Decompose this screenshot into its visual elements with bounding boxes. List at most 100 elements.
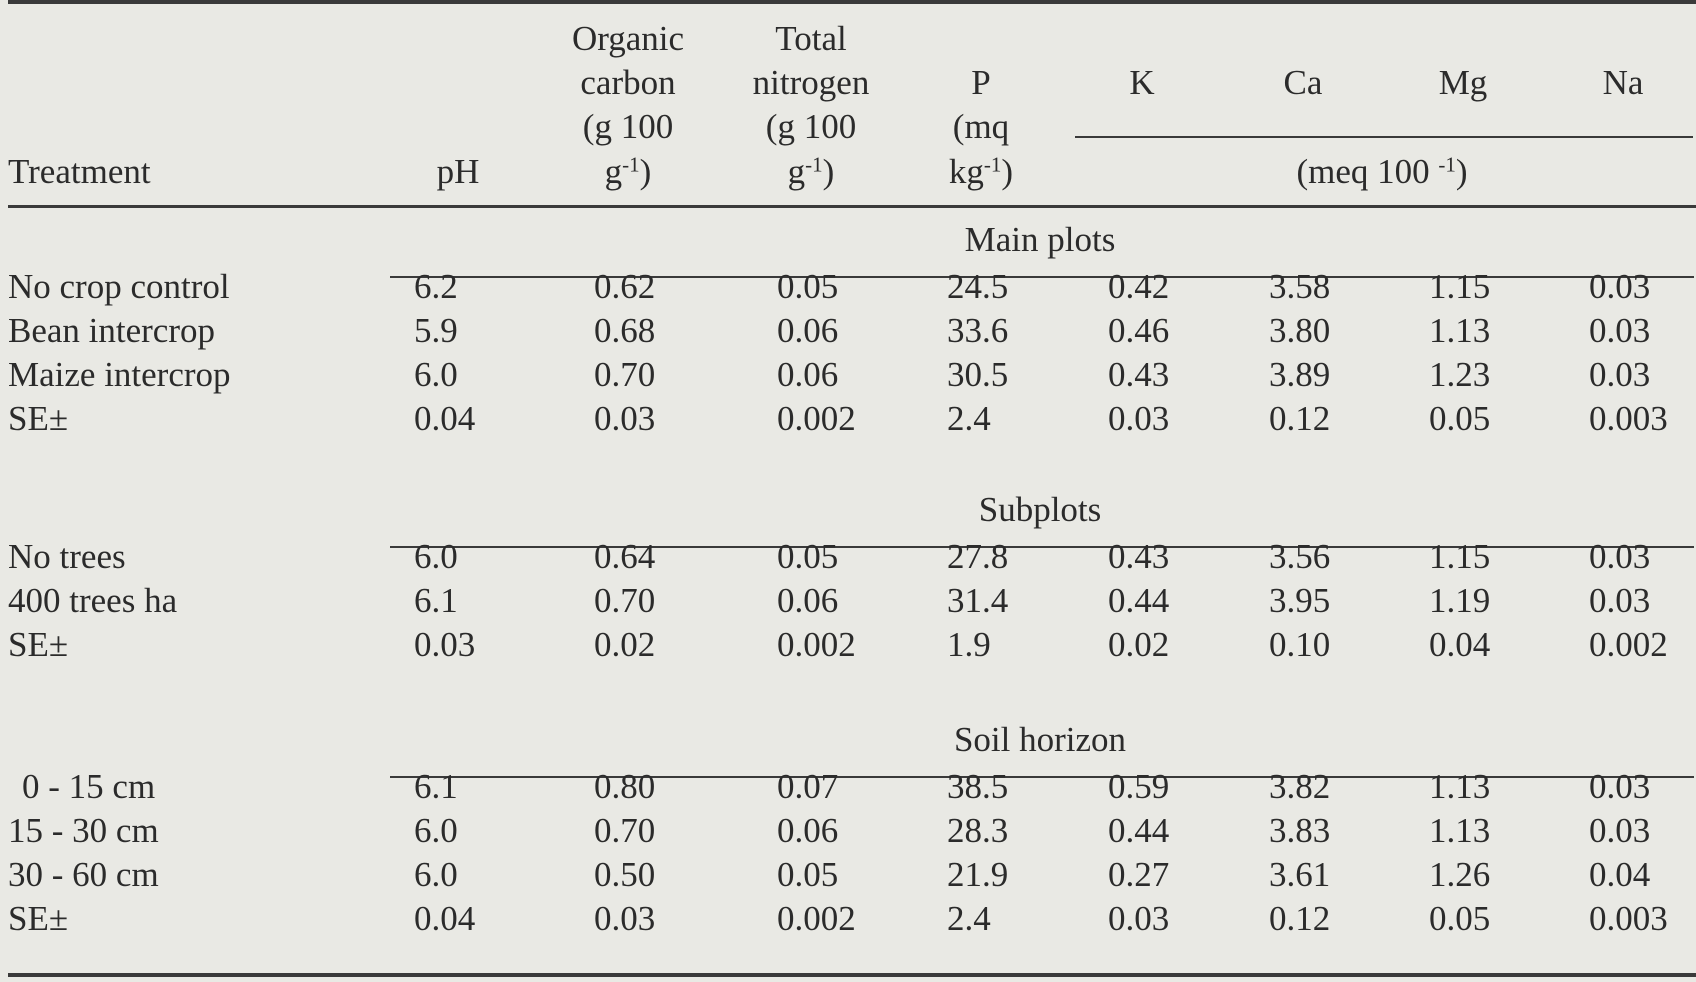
row-label: Bean intercrop	[8, 311, 215, 350]
table-cell: 0.46	[1108, 311, 1170, 350]
section-title-soil-horizon: Soil horizon	[953, 720, 1127, 759]
table-cell: 0.59	[1108, 767, 1170, 806]
table-cell: 0.03	[594, 399, 656, 438]
header-organic-line3: (g 100	[582, 107, 674, 146]
unit-group-rule	[1075, 136, 1693, 138]
table-cell: 1.13	[1429, 811, 1491, 850]
table-cell: 0.70	[594, 811, 656, 850]
table-cell: 0.06	[777, 311, 839, 350]
table-cell: 3.58	[1269, 267, 1331, 306]
section-rule-soil-horizon	[390, 776, 1694, 778]
table-cell: 31.4	[947, 581, 1009, 620]
table-cell: 0.02	[1108, 625, 1170, 664]
table-cell: 0.10	[1269, 625, 1331, 664]
table-cell: 0.002	[777, 899, 856, 938]
table-cell: 2.4	[947, 399, 991, 438]
header-p-line2: (mq	[952, 107, 1010, 146]
table-cell: 0.04	[414, 899, 476, 938]
meq-unit-text: (meq 100	[1296, 152, 1439, 191]
table-cell: 1.26	[1429, 855, 1491, 894]
table-cell: 0.002	[777, 625, 856, 664]
table-cell: 1.13	[1429, 311, 1491, 350]
table-cell: 3.82	[1269, 767, 1331, 806]
table-cell: 3.95	[1269, 581, 1331, 620]
table-cell: 0.80	[594, 767, 656, 806]
p-unit-close: )	[1001, 152, 1014, 191]
header-organic-line2: carbon	[580, 63, 676, 102]
header-organic-line1: Organic	[571, 19, 685, 58]
table-cell: 0.03	[414, 625, 476, 664]
table-cell: 28.3	[947, 811, 1009, 850]
table-cell: 0.70	[594, 581, 656, 620]
table-cell: 5.9	[414, 311, 458, 350]
p-unit-kg: kg	[948, 152, 984, 191]
header-treatment: Treatment	[8, 152, 151, 191]
table-cell: 24.5	[947, 267, 1009, 306]
header-na: Na	[1602, 63, 1644, 102]
nitrogen-unit-g: g	[787, 152, 806, 191]
header-organic-line4: g-1)	[605, 150, 652, 194]
row-label: No trees	[8, 537, 126, 576]
header-ca: Ca	[1283, 63, 1323, 102]
table-cell: 6.0	[414, 537, 458, 576]
table-cell: 0.12	[1269, 899, 1331, 938]
table-cell: 1.15	[1429, 537, 1491, 576]
header-nitrogen-line2: nitrogen	[752, 63, 870, 102]
header-p-line1: P	[971, 63, 991, 102]
table-cell: 0.03	[1589, 581, 1651, 620]
table-cell: 0.003	[1589, 399, 1668, 438]
table-cell: 0.06	[777, 581, 839, 620]
table-cell: 6.1	[414, 581, 458, 620]
table-cell: 0.44	[1108, 581, 1170, 620]
table-cell: 0.64	[594, 537, 656, 576]
table-cell: 0.68	[594, 311, 656, 350]
row-label: 15 - 30 cm	[8, 811, 159, 850]
table-cell: 3.83	[1269, 811, 1331, 850]
table-cell: 0.03	[1589, 767, 1651, 806]
row-label: SE±	[8, 625, 69, 664]
table-cell: 0.05	[1429, 899, 1491, 938]
organic-unit-sup: -1	[622, 152, 640, 177]
table-cell: 38.5	[947, 767, 1009, 806]
table-cell: 21.9	[947, 855, 1009, 894]
table-cell: 0.05	[777, 537, 839, 576]
table-cell: 33.6	[947, 311, 1009, 350]
table-cell: 2.4	[947, 899, 991, 938]
header-nitrogen-line1: Total	[775, 19, 847, 58]
table-cell: 0.03	[594, 899, 656, 938]
table-cell: 3.80	[1269, 311, 1331, 350]
top-rule	[8, 0, 1696, 4]
table-cell: 27.8	[947, 537, 1009, 576]
table-cell: 1.23	[1429, 355, 1491, 394]
table-cell: 0.06	[777, 811, 839, 850]
table-cell: 0.03	[1589, 811, 1651, 850]
row-label: 0 - 15 cm	[22, 767, 156, 806]
section-rule-main-plots	[390, 276, 1694, 278]
table-cell: 0.04	[1589, 855, 1651, 894]
table-cell: 0.43	[1108, 537, 1170, 576]
table-cell: 6.0	[414, 355, 458, 394]
header-nitrogen-line4: g-1)	[788, 150, 835, 194]
table-cell: 3.56	[1269, 537, 1331, 576]
table-cell: 0.04	[1429, 625, 1491, 664]
row-label: SE±	[8, 399, 69, 438]
table-cell: 0.05	[1429, 399, 1491, 438]
table-cell: 0.12	[1269, 399, 1331, 438]
header-meq-unit: (meq 100 -1)	[1296, 150, 1467, 194]
p-unit-sup: -1	[983, 152, 1002, 177]
table-cell: 1.19	[1429, 581, 1491, 620]
bottom-rule	[8, 973, 1696, 977]
row-label: No crop control	[8, 267, 230, 306]
table-cell: 0.002	[1589, 625, 1668, 664]
section-rule-subplots	[390, 546, 1694, 548]
table-cell: 0.03	[1589, 311, 1651, 350]
row-label: SE±	[8, 899, 69, 938]
table-cell: 0.002	[777, 399, 856, 438]
table-cell: 0.03	[1108, 899, 1170, 938]
organic-unit-close: )	[639, 152, 652, 191]
header-k: K	[1129, 63, 1155, 102]
table-cell: 0.05	[777, 267, 839, 306]
table-cell: 3.61	[1269, 855, 1331, 894]
section-title-main-plots: Main plots	[964, 220, 1116, 259]
nitrogen-unit-sup: -1	[805, 152, 823, 177]
